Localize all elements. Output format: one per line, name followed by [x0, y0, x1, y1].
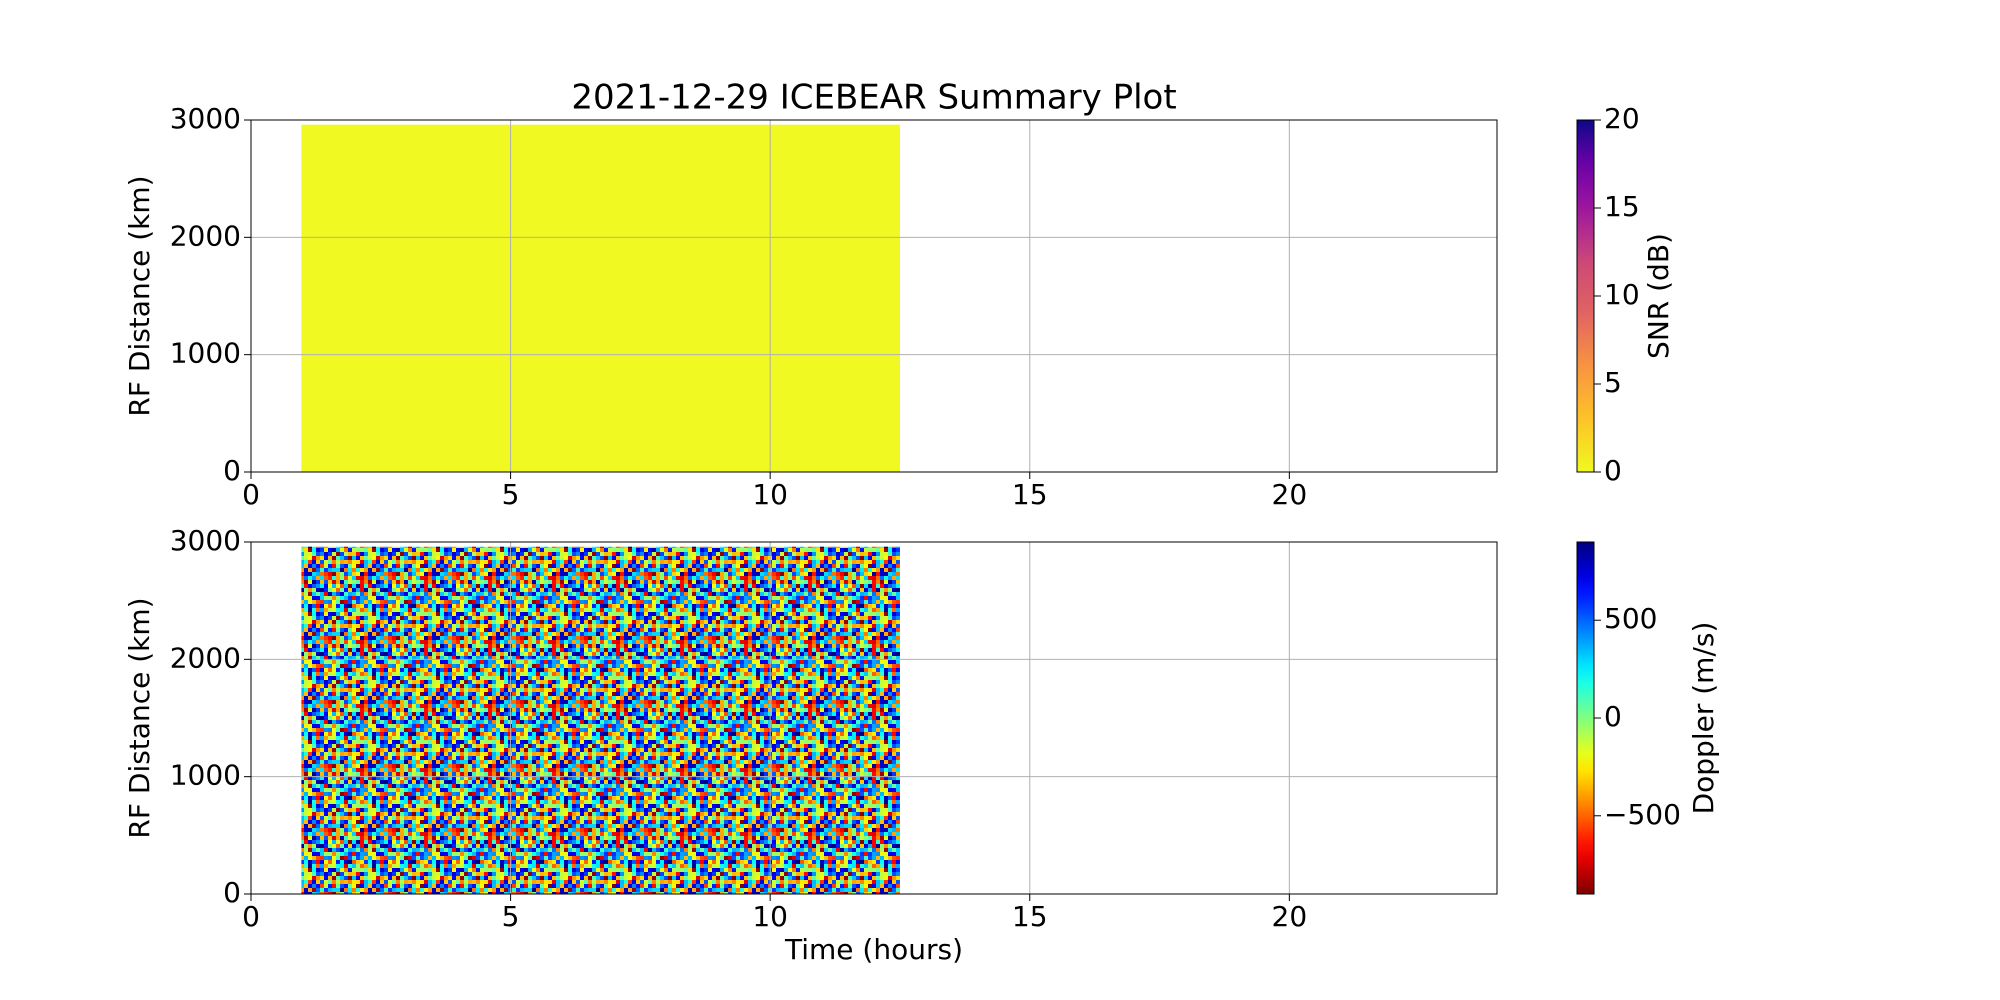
y-tick-label: 0: [223, 454, 241, 487]
x-tick-label: 5: [502, 900, 520, 933]
colorbar-tick-label: 10: [1604, 278, 1640, 311]
y-tick-label: 3000: [170, 102, 241, 135]
colorbar-tick-label: −500: [1604, 798, 1681, 831]
y-axis-label: RF Distance (km): [123, 175, 156, 416]
x-tick-label: 15: [1012, 478, 1048, 511]
y-tick-label: 1000: [170, 337, 241, 370]
x-tick-label: 15: [1012, 900, 1048, 933]
colorbar-tick-label: 20: [1604, 102, 1640, 135]
axes-frame: [250, 119, 1498, 473]
x-tick-label: 10: [752, 900, 788, 933]
colorbar: [1576, 541, 1595, 895]
colorbar-label: SNR (dB): [1642, 233, 1675, 359]
chart-title: 2021-12-29 ICEBEAR Summary Plot: [571, 78, 1176, 118]
x-tick-label: 20: [1272, 900, 1308, 933]
y-tick-label: 0: [223, 876, 241, 909]
x-tick-label: 5: [502, 478, 520, 511]
x-tick-label: 0: [242, 478, 260, 511]
x-tick-label: 20: [1272, 478, 1308, 511]
x-tick-label: 10: [752, 478, 788, 511]
y-tick-label: 2000: [170, 219, 241, 252]
colorbar: [1576, 119, 1595, 473]
colorbar-tick-label: 5: [1604, 366, 1622, 399]
x-tick-label: 0: [242, 900, 260, 933]
y-axis-label: RF Distance (km): [123, 597, 156, 838]
colorbar-tick-label: 500: [1604, 602, 1657, 635]
y-tick-label: 3000: [170, 524, 241, 557]
colorbar-tick-label: 0: [1604, 454, 1622, 487]
colorbar-label: Doppler (m/s): [1687, 622, 1720, 815]
y-tick-label: 2000: [170, 641, 241, 674]
colorbar-tick-label: 15: [1604, 190, 1640, 223]
x-axis-label: Time (hours): [784, 933, 963, 966]
y-tick-label: 1000: [170, 759, 241, 792]
colorbar-tick-label: 0: [1604, 700, 1622, 733]
axes-frame: [250, 541, 1498, 895]
data-region: [301, 546, 900, 894]
data-region: [301, 124, 900, 473]
